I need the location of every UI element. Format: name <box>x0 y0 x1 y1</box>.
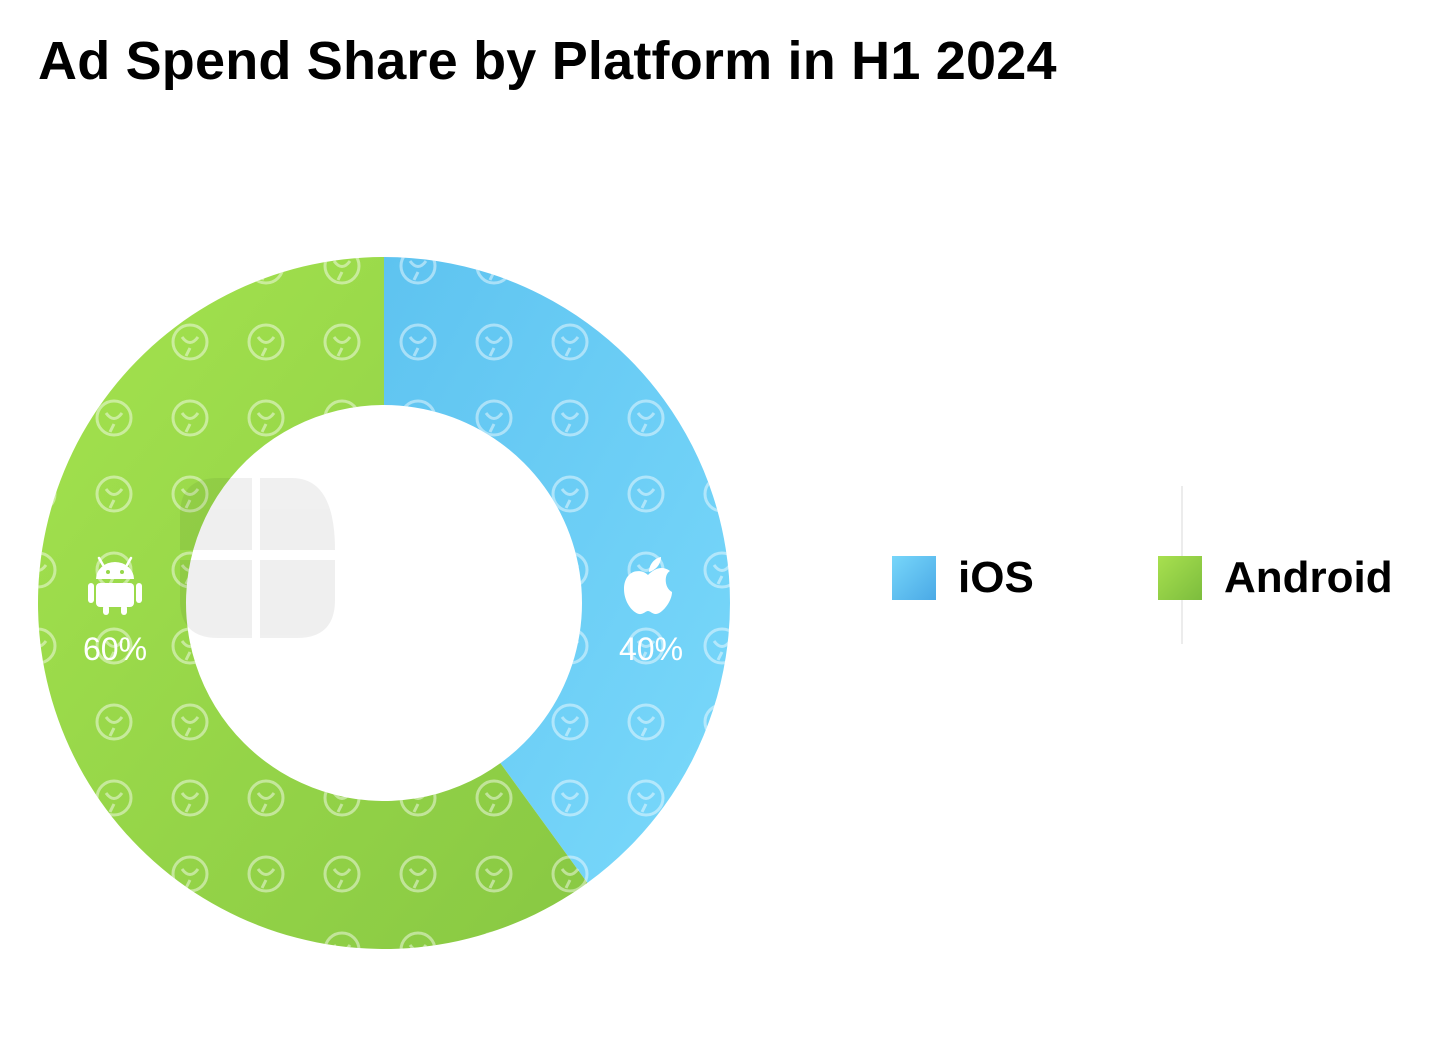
legend-item-ios: iOS <box>892 553 1034 603</box>
legend-item-android: Android <box>1158 553 1393 603</box>
watermark-logo <box>180 478 335 638</box>
legend-label-ios: iOS <box>958 553 1034 602</box>
legend-swatch-ios <box>892 556 936 600</box>
apple-icon <box>624 557 672 615</box>
slice-watermark-ios <box>384 257 730 883</box>
slice-watermark-android <box>37 256 588 949</box>
chart-title: Ad Spend Share by Platform in H1 2024 <box>38 31 1057 91</box>
legend-label-android: Android <box>1224 553 1393 602</box>
watermark-pattern <box>37 256 730 949</box>
legend-swatch-android <box>1158 556 1202 600</box>
android-icon <box>88 556 142 615</box>
ios-percent-label: 40% <box>619 631 683 667</box>
android-percent-label: 60% <box>83 631 147 667</box>
